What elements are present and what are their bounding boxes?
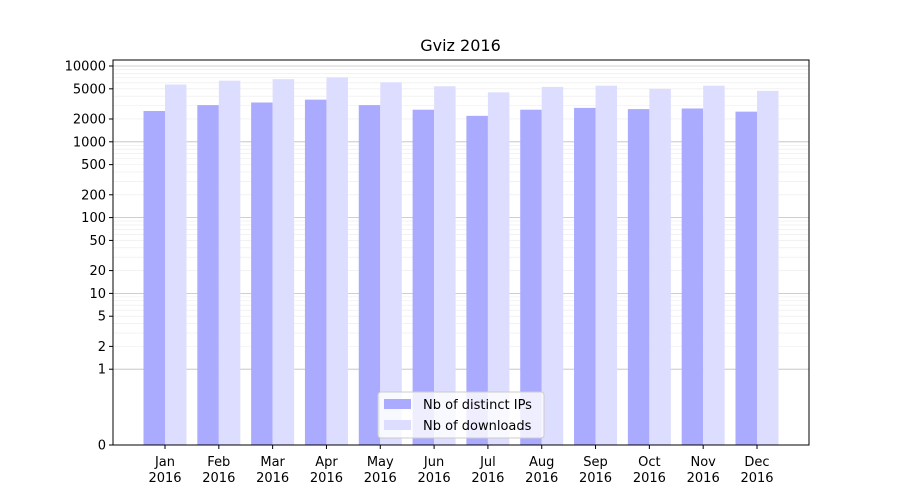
y-tick-label: 2000 [73, 112, 106, 127]
bar-distinct-ips [520, 109, 542, 445]
bar-distinct-ips [358, 105, 381, 445]
legend-swatch [384, 399, 411, 409]
y-tick-label: 500 [81, 158, 106, 173]
y-tick-label: 5000 [73, 82, 106, 97]
bar-downloads [218, 80, 241, 445]
bar-downloads [326, 77, 348, 446]
bar-distinct-ips [304, 99, 327, 446]
x-tick-label: Dec 2016 [740, 455, 773, 486]
x-tick-label: Jul 2016 [471, 455, 504, 486]
x-tick-label: Nov 2016 [687, 455, 720, 486]
x-tick-label: Jan 2016 [148, 455, 181, 486]
y-tick-label: 5 [98, 310, 106, 325]
bar-distinct-ips [197, 105, 219, 445]
x-tick-label: Jun 2016 [418, 455, 451, 486]
y-tick-label: 20 [89, 264, 106, 279]
bar-downloads [165, 84, 187, 445]
legend-swatch [384, 420, 411, 430]
y-tick-label: 200 [81, 188, 106, 203]
legend-label: Nb of distinct IPs [423, 398, 532, 413]
x-tick-label: Sep 2016 [579, 455, 612, 486]
bar-downloads [272, 79, 295, 446]
x-tick-label: Apr 2016 [310, 455, 343, 486]
y-tick-label: 50 [89, 234, 106, 249]
bar-distinct-ips [466, 115, 488, 446]
legend: Nb of distinct IPs Nb of downloads [377, 391, 545, 439]
bar-downloads [380, 82, 402, 445]
bar-distinct-ips [681, 108, 704, 445]
bars [143, 77, 779, 446]
chart-title: Gviz 2016 [420, 36, 501, 55]
bar-distinct-ips [251, 102, 273, 446]
x-tick-label: May 2016 [364, 455, 397, 486]
x-tick-label: Oct 2016 [633, 455, 666, 486]
y-tick-label: 100 [81, 211, 106, 226]
bar-distinct-ips [735, 111, 757, 446]
bar-downloads [757, 90, 779, 446]
x-tick-label: Feb 2016 [202, 455, 235, 486]
bar-downloads [649, 88, 671, 445]
bar-downloads [487, 92, 510, 445]
bar-distinct-ips [627, 109, 650, 446]
bar-downloads [595, 85, 618, 446]
plot-frame [112, 59, 810, 446]
bar-distinct-ips [143, 110, 165, 446]
legend-box [377, 391, 545, 439]
y-tick-label: 0 [98, 439, 106, 454]
bar-distinct-ips [574, 107, 596, 446]
x-tick-label: Mar 2016 [256, 455, 289, 486]
y-tick-label: 2 [98, 340, 106, 355]
axes: 0 1 2 5 10 20 50 100 200 500 1000 2000 5000 10000 Jan 2… [65, 59, 810, 486]
y-tick-label: 10000 [65, 60, 106, 75]
x-tick-label: Aug 2016 [525, 455, 558, 486]
bar-downloads [703, 85, 725, 446]
bar-downloads [541, 86, 564, 445]
y-tick-label: 1000 [73, 135, 106, 150]
bar-downloads [434, 86, 456, 445]
bar-distinct-ips [412, 109, 435, 445]
y-tick-label: 10 [89, 287, 106, 302]
y-tick-label: 1 [98, 363, 106, 378]
legend-label: Nb of downloads [423, 419, 532, 434]
